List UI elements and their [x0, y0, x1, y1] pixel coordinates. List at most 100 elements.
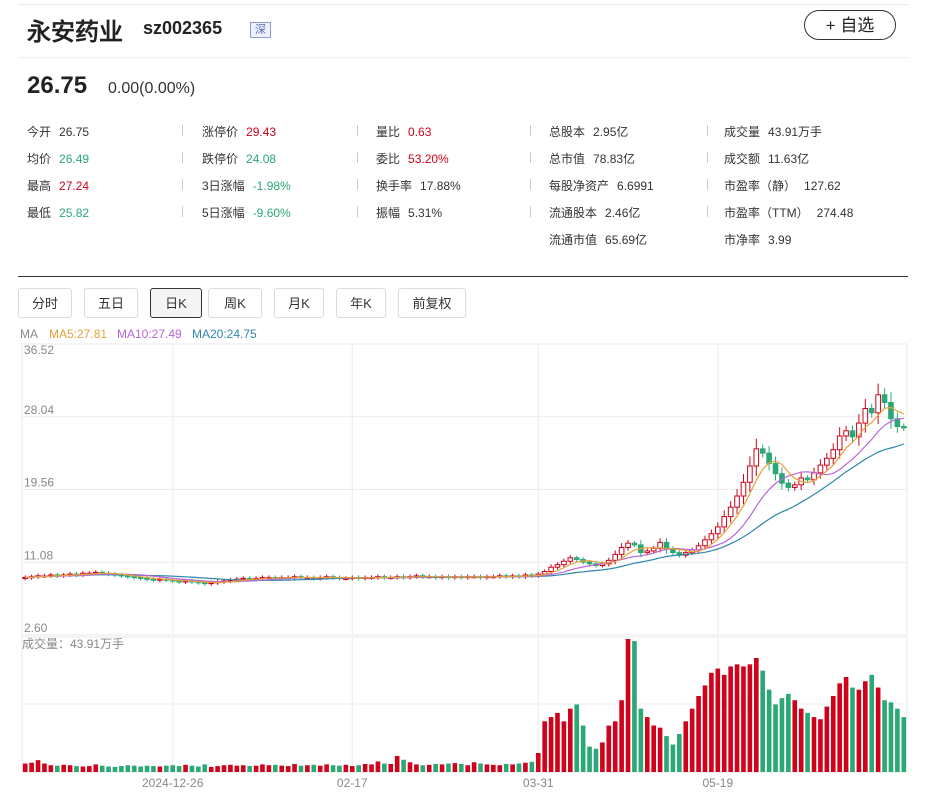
top-divider — [18, 4, 908, 5]
tab-4[interactable]: 月K — [274, 288, 324, 318]
tab-2[interactable]: 日K — [150, 288, 202, 318]
stat-item: 涨停价 29.43 — [202, 123, 276, 140]
candle-body — [734, 495, 740, 508]
volume-bar — [343, 764, 349, 772]
volume-bar — [311, 764, 317, 772]
volume-bar — [753, 658, 759, 772]
candle-body — [830, 449, 837, 459]
candle-body — [791, 484, 798, 488]
volume-bar — [523, 762, 528, 772]
stat-value: 26.75 — [59, 125, 90, 139]
stat-label: 流通市值 — [549, 233, 598, 247]
volume-bar — [715, 668, 721, 772]
stat-item: 总市值 78.83亿 — [549, 150, 635, 167]
y-tick-label: 28.04 — [24, 403, 54, 417]
volume-bar — [401, 759, 406, 772]
tab-0[interactable]: 分时 — [18, 288, 72, 318]
volume-bar — [157, 766, 163, 772]
candle-body — [868, 408, 875, 414]
volume-bar — [670, 744, 676, 772]
volume-bar — [619, 700, 624, 772]
stat-item: 市盈率（静） 127.62 — [724, 177, 841, 194]
volume-bar — [87, 766, 92, 772]
volume-bar — [426, 764, 432, 772]
candle-body — [804, 477, 811, 481]
volume-bar — [792, 700, 798, 772]
y-tick-label: 36.52 — [24, 343, 54, 357]
tab-1[interactable]: 五日 — [84, 288, 138, 318]
volume-bar — [773, 704, 778, 772]
volume-bar — [131, 765, 137, 772]
volume-bar — [747, 664, 753, 772]
volume-bar — [600, 742, 605, 772]
volume-bar — [818, 719, 823, 772]
stat-item: 市盈率（TTM） 274.48 — [724, 204, 853, 221]
volume-bar — [529, 761, 535, 772]
candle-body — [811, 472, 817, 481]
add-watchlist-button[interactable]: + 自选 — [804, 10, 896, 40]
stat-value: 6.6991 — [617, 179, 654, 193]
volume-bar — [895, 708, 900, 772]
volume-bar — [535, 753, 541, 772]
volume-bar — [625, 639, 631, 772]
volume-bar — [144, 765, 150, 772]
volume-bar — [349, 766, 355, 772]
volume-bar — [151, 766, 156, 772]
stat-item: 流通股本 2.46亿 — [549, 204, 640, 221]
volume-bar — [568, 708, 573, 772]
stat-label: 最高 — [27, 179, 52, 193]
stat-separator — [530, 206, 531, 217]
volume-bar — [247, 766, 252, 772]
stat-value: 53.20% — [408, 152, 449, 166]
stat-separator — [357, 179, 358, 190]
candle-body — [125, 575, 131, 578]
volume-bar — [375, 761, 381, 772]
stat-label: 成交量 — [724, 125, 761, 139]
volume-label: 成交量：43.91万手 — [22, 636, 124, 651]
volume-bar — [644, 717, 650, 772]
tab-6[interactable]: 前复权 — [398, 288, 466, 318]
volume-bar — [664, 736, 669, 772]
stat-label: 市盈率（TTM） — [724, 206, 809, 220]
volume-bar — [484, 764, 490, 772]
y-tick-label: 11.08 — [24, 548, 53, 562]
candle-body — [625, 542, 631, 548]
volume-bar — [574, 704, 580, 772]
stat-label: 换手率 — [376, 179, 413, 193]
volume-bar — [215, 766, 220, 772]
volume-bar — [439, 764, 445, 772]
stat-item: 最低 25.82 — [27, 204, 89, 221]
stat-item: 振幅 5.31% — [376, 204, 442, 221]
volume-bar — [856, 689, 862, 772]
stat-value: 43.91万手 — [768, 125, 823, 139]
stat-label: 跌停价 — [202, 152, 239, 166]
volume-bar — [837, 683, 842, 772]
volume-bar — [433, 763, 438, 772]
volume-bar — [298, 765, 304, 772]
volume-bar — [850, 687, 855, 772]
x-tick-label: 05-19 — [702, 776, 733, 790]
candle-body — [740, 481, 747, 497]
volume-bar — [651, 725, 656, 772]
stat-item: 换手率 17.88% — [376, 177, 461, 194]
stat-value: 3.99 — [768, 233, 792, 247]
volume-bar — [689, 708, 695, 772]
stat-separator — [530, 179, 531, 190]
volume-bar — [491, 764, 496, 772]
tab-3[interactable]: 周K — [208, 288, 262, 318]
ma10-line — [25, 417, 904, 583]
stat-separator — [182, 125, 183, 136]
candle-body — [618, 546, 625, 555]
volume-bar — [407, 762, 413, 772]
candle-body — [900, 426, 907, 429]
volume-bar — [843, 677, 849, 772]
stat-label: 总市值 — [549, 152, 586, 166]
volume-bar — [330, 765, 336, 772]
volume-bar — [138, 766, 143, 772]
tab-5[interactable]: 年K — [336, 288, 386, 318]
volume-bar — [458, 763, 464, 772]
stat-item: 委比 53.20% — [376, 150, 449, 167]
candle-body — [849, 430, 856, 438]
candle-body — [836, 435, 843, 451]
